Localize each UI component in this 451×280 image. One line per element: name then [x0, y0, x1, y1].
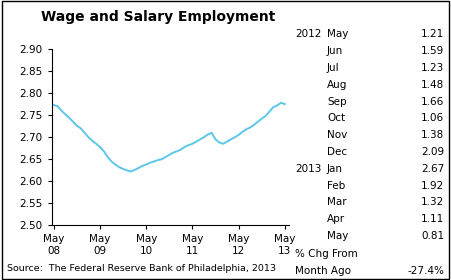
Text: 1.59: 1.59 [421, 46, 444, 56]
Text: Jul: Jul [327, 63, 340, 73]
Text: Apr: Apr [327, 214, 345, 224]
Text: Source:  The Federal Reserve Bank of Philadelphia, 2013: Source: The Federal Reserve Bank of Phil… [7, 264, 276, 273]
Text: Sep: Sep [327, 97, 347, 107]
Text: Wage and Salary Employment: Wage and Salary Employment [41, 10, 275, 24]
Text: 2012: 2012 [295, 29, 322, 39]
Text: Month Ago: Month Ago [295, 266, 351, 276]
Text: Oct: Oct [327, 113, 345, 123]
Text: Feb: Feb [327, 181, 345, 191]
Text: Jan: Jan [327, 164, 343, 174]
Text: May: May [327, 29, 348, 39]
Text: Dec: Dec [327, 147, 347, 157]
Text: 1.06: 1.06 [421, 113, 444, 123]
Text: 1.38: 1.38 [421, 130, 444, 140]
Text: Mar: Mar [327, 197, 347, 207]
Text: Nov: Nov [327, 130, 347, 140]
Text: 2.67: 2.67 [421, 164, 444, 174]
Text: 1.23: 1.23 [421, 63, 444, 73]
Text: 1.92: 1.92 [421, 181, 444, 191]
Text: -27.4%: -27.4% [407, 266, 444, 276]
Text: 1.48: 1.48 [421, 80, 444, 90]
Text: % Chg From: % Chg From [295, 249, 358, 259]
Text: 1.66: 1.66 [421, 97, 444, 107]
Text: 1.32: 1.32 [421, 197, 444, 207]
Text: May: May [327, 231, 348, 241]
Text: 1.21: 1.21 [421, 29, 444, 39]
Text: Aug: Aug [327, 80, 347, 90]
Text: Jun: Jun [327, 46, 343, 56]
Text: 0.81: 0.81 [421, 231, 444, 241]
Text: 2.09: 2.09 [421, 147, 444, 157]
Text: 1.11: 1.11 [421, 214, 444, 224]
Text: 2013: 2013 [295, 164, 322, 174]
